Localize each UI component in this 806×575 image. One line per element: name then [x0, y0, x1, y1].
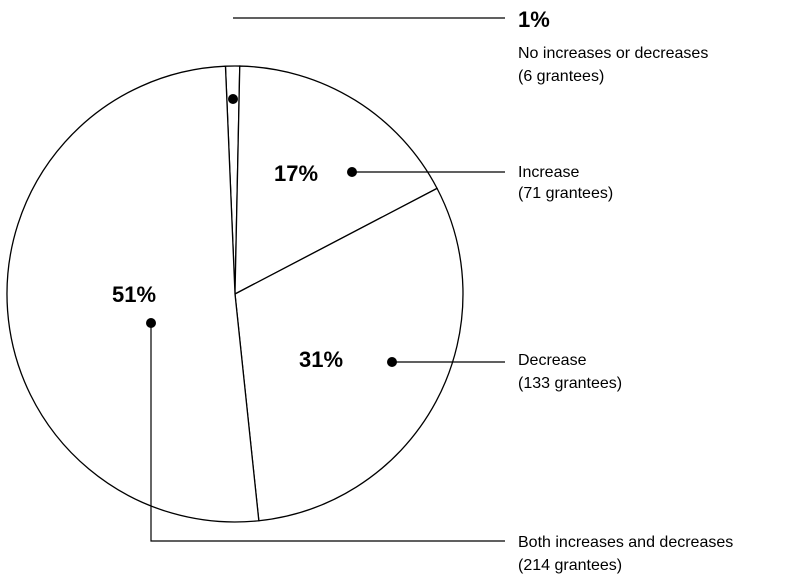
- slice-3-percent-label: 31%: [299, 347, 343, 372]
- leader-line-4: [150, 323, 505, 542]
- leader-dot-2: [347, 167, 357, 177]
- slice-2-category-label: Increase: [518, 164, 579, 181]
- slice-1-percent-label: 1%: [518, 7, 550, 32]
- slice-4-count-label: (214 grantees): [518, 557, 622, 574]
- slice-1-count-label: (6 grantees): [518, 68, 604, 85]
- pie-slice-4: [6, 65, 260, 523]
- pie-slice-2: [234, 65, 438, 296]
- slice-2-count-label: (71 grantees): [518, 185, 613, 202]
- slice-4-category-label: Both increases and decreases: [518, 534, 733, 551]
- pie-labels: 1% No increases or decreases (6 grantees…: [112, 7, 733, 574]
- pie-slices: [6, 65, 464, 523]
- leader-lines: [146, 17, 505, 542]
- leader-dot-4: [146, 318, 156, 328]
- slice-3-count-label: (133 grantees): [518, 375, 622, 392]
- slice-3-category-label: Decrease: [518, 352, 587, 369]
- leader-dot-1: [228, 94, 238, 104]
- pie-slice-3: [234, 187, 464, 522]
- slice-1-category-label: No increases or decreases: [518, 45, 708, 62]
- leader-dot-3: [387, 357, 397, 367]
- slice-4-percent-label: 51%: [112, 282, 156, 307]
- slice-2-percent-label: 17%: [274, 161, 318, 186]
